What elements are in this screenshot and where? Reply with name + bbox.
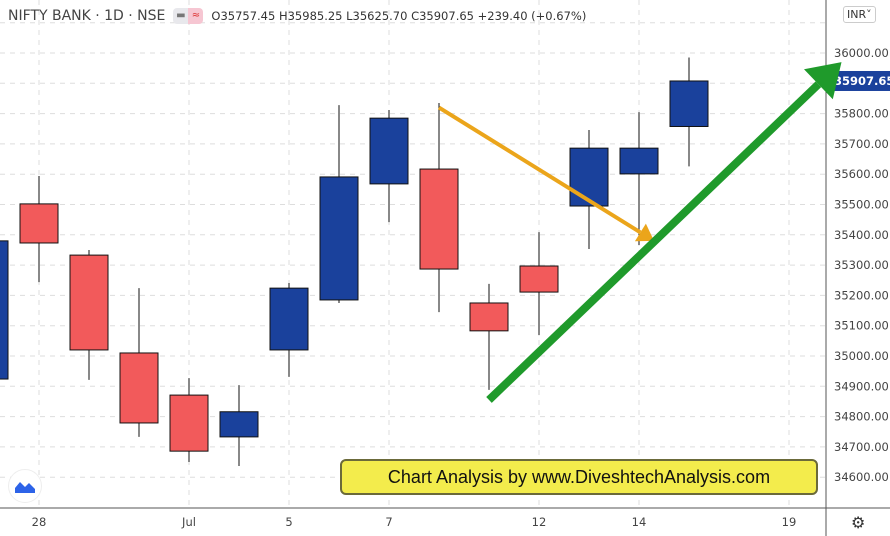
candle-body	[419, 168, 459, 270]
y-tick-label: 36000.00	[834, 46, 889, 60]
candle-body	[569, 147, 609, 207]
candle	[319, 105, 359, 303]
currency-label: INR	[847, 8, 867, 21]
green-arrow-shaft	[486, 81, 822, 403]
last-price-label: 35907.65	[834, 74, 890, 88]
settings-gear-icon[interactable]: ⚙	[851, 513, 866, 532]
candle	[19, 176, 59, 283]
currency-selector[interactable]: INR˅	[843, 6, 876, 23]
candle-body	[19, 203, 59, 244]
symbol-legend: NIFTY BANK · 1D · NSE ▬ ≈ O35757.45 H3598…	[8, 8, 586, 24]
y-tick-label: 35500.00	[834, 198, 889, 212]
hide-icon[interactable]: ▬	[173, 8, 189, 24]
x-tick-label: 28	[32, 515, 47, 529]
candle-body	[619, 147, 659, 175]
candle	[69, 249, 109, 380]
candle-body	[119, 352, 159, 424]
candle	[219, 385, 259, 466]
last-price-badge	[826, 70, 890, 91]
candle-body	[0, 240, 9, 380]
candle	[169, 378, 209, 463]
y-tick-label: 35700.00	[834, 137, 889, 151]
y-tick-label: 35300.00	[834, 258, 889, 272]
y-tick-label: 35100.00	[834, 319, 889, 333]
x-tick-label: 5	[285, 515, 292, 529]
ohlc-values: O35757.45 H35985.25 L35625.70 C35907.65 …	[211, 9, 587, 23]
y-tick-label: 34900.00	[834, 379, 889, 393]
orange-arrow-shaft	[437, 105, 642, 235]
y-tick-label: 35200.00	[834, 288, 889, 302]
candle	[669, 57, 709, 167]
green-arrow-head	[804, 62, 842, 100]
candle	[0, 240, 9, 380]
candle-body	[319, 176, 359, 301]
x-tick-label: 19	[782, 515, 797, 529]
candle-body	[469, 302, 509, 332]
candle-body	[669, 80, 709, 127]
y-tick-label: 35600.00	[834, 167, 889, 181]
orange-arrow-head	[634, 223, 654, 242]
y-tick-label: 34600.00	[834, 470, 889, 484]
wave-icon[interactable]: ≈	[188, 8, 204, 24]
candle-body	[519, 265, 559, 293]
candle	[619, 112, 659, 246]
candle-body	[169, 394, 209, 452]
y-tick-label: 35000.00	[834, 349, 889, 363]
candle-body	[69, 254, 109, 351]
y-tick-label: 34800.00	[834, 410, 889, 424]
y-tick-label: 35400.00	[834, 228, 889, 242]
legend-toggle[interactable]: ▬ ≈	[173, 8, 204, 24]
chevron-down-icon: ˅	[866, 8, 872, 21]
tradingview-logo-icon[interactable]	[8, 469, 42, 503]
y-tick-label: 34700.00	[834, 440, 889, 454]
candle	[519, 232, 559, 336]
candle	[469, 283, 509, 390]
candle	[269, 282, 309, 377]
candle-body	[219, 411, 259, 438]
x-tick-label: Jul	[181, 515, 196, 529]
candle	[419, 102, 459, 313]
y-tick-label: 35800.00	[834, 107, 889, 121]
candle	[369, 109, 409, 223]
candle	[569, 129, 609, 250]
watermark-banner: Chart Analysis by www.DiveshtechAnalysis…	[340, 459, 818, 495]
x-tick-label: 7	[385, 515, 392, 529]
candle-body	[369, 117, 409, 185]
candle-body	[269, 287, 309, 351]
x-tick-label: 14	[632, 515, 647, 529]
x-tick-label: 12	[532, 515, 547, 529]
symbol-title[interactable]: NIFTY BANK · 1D · NSE	[8, 8, 166, 24]
candle	[119, 288, 159, 437]
